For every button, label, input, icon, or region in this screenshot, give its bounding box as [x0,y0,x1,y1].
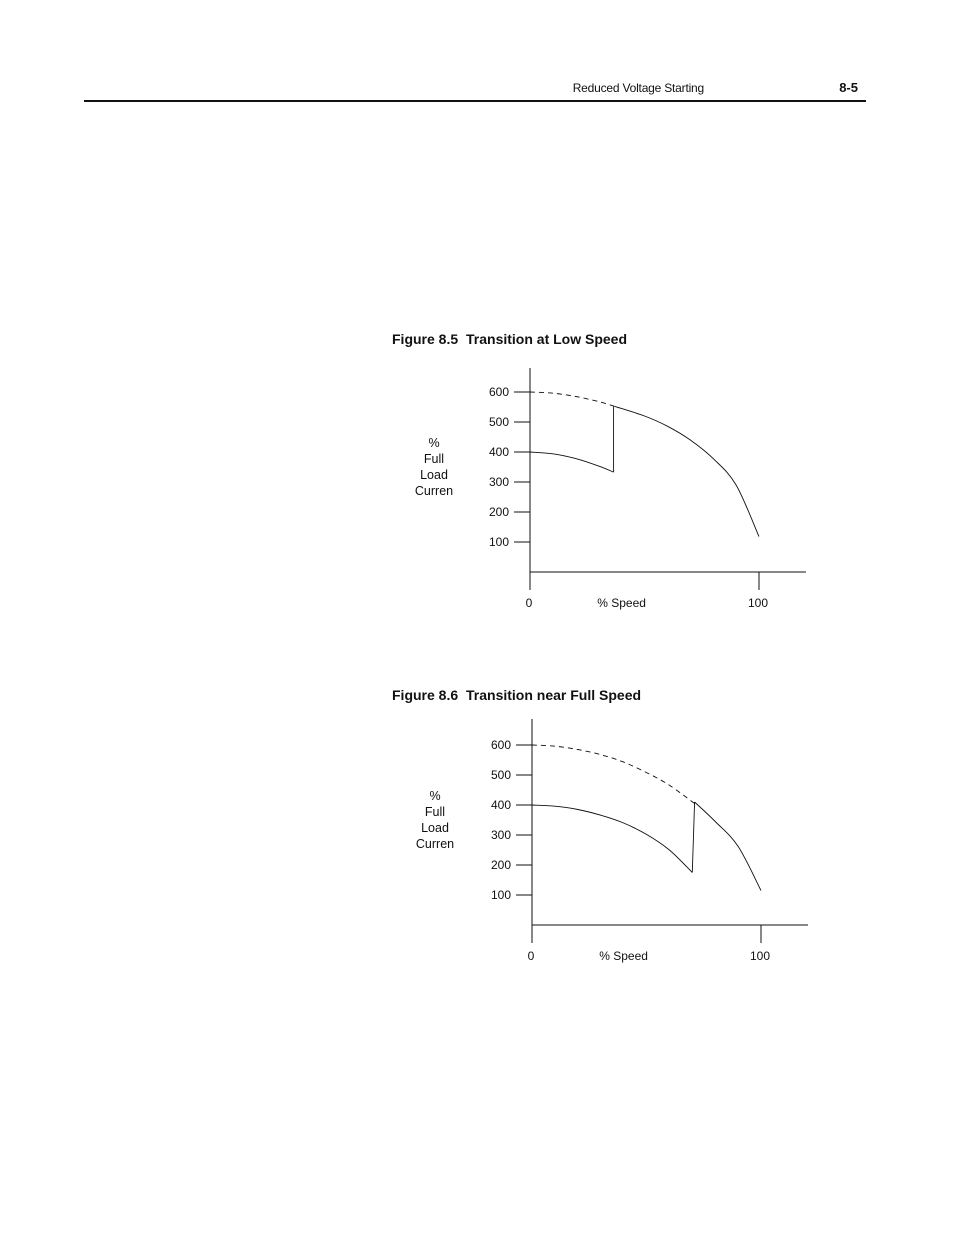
running-head: Reduced Voltage Starting 8-5 [84,80,866,102]
figure-number: Figure 8.6 [392,687,459,703]
series-line [529,451,614,473]
x-axis-label: % Speed [599,949,648,963]
x-tick-label: 0 [526,596,533,610]
series-line-dashed [529,391,615,407]
y-tick-label: 500 [491,768,511,782]
series-line-dashed [531,744,695,804]
y-axis-label-line: Load [420,468,448,482]
y-tick-label: 400 [489,445,509,459]
series-line [691,801,696,873]
figure-title: Transition at Low Speed [466,331,628,347]
figure-number: Figure 8.5 [392,331,459,347]
y-axis-label-line: % [429,789,441,803]
y-tick-label: 100 [489,535,509,549]
y-tick-label: 600 [489,385,509,399]
y-axis-label-line: % [428,436,440,450]
y-tick-label: 200 [491,858,511,872]
y-tick-label: 600 [491,738,511,752]
chart-plot: 100 200 300 400 500 600 0 100 % Speed [491,719,808,963]
series-line [694,801,762,891]
y-axis-label-line: Curren [414,484,454,498]
chart-plot: 100 200 300 400 500 600 0 100 % Speed [489,368,806,610]
y-tick-label: 400 [491,798,511,812]
figure-8-5: Figure 8.5 Transition at Low Speed % Full… [392,331,832,621]
y-axis-label-line: Full [424,805,446,819]
figure-8-6: Figure 8.6 Transition near Full Speed % F… [392,687,832,977]
y-tick-label: 300 [491,828,511,842]
y-axis-label-line: Load [421,821,449,835]
x-axis-label: % Speed [597,596,646,610]
y-axis-label: % Full Load Curren [404,435,464,499]
x-tick-label: 100 [748,596,768,610]
figure-caption: Figure 8.5 Transition at Low Speed [392,331,627,347]
y-tick-label: 300 [489,475,509,489]
y-axis-label-line: Curren [415,837,455,851]
x-tick-label: 100 [750,949,770,963]
y-tick-label: 200 [489,505,509,519]
y-axis-label: % Full Load Curren [405,788,465,852]
section-title: Reduced Voltage Starting [572,81,704,95]
y-axis-label-line: Full [423,452,445,466]
y-tick-label: 500 [489,415,509,429]
page-number: 8-5 [839,80,858,95]
figure-title: Transition near Full Speed [466,687,642,703]
y-tick-label: 100 [491,888,511,902]
series-line [531,804,693,873]
figure-caption: Figure 8.6 Transition near Full Speed [392,687,641,703]
x-tick-label: 0 [528,949,535,963]
series-line [614,405,760,537]
